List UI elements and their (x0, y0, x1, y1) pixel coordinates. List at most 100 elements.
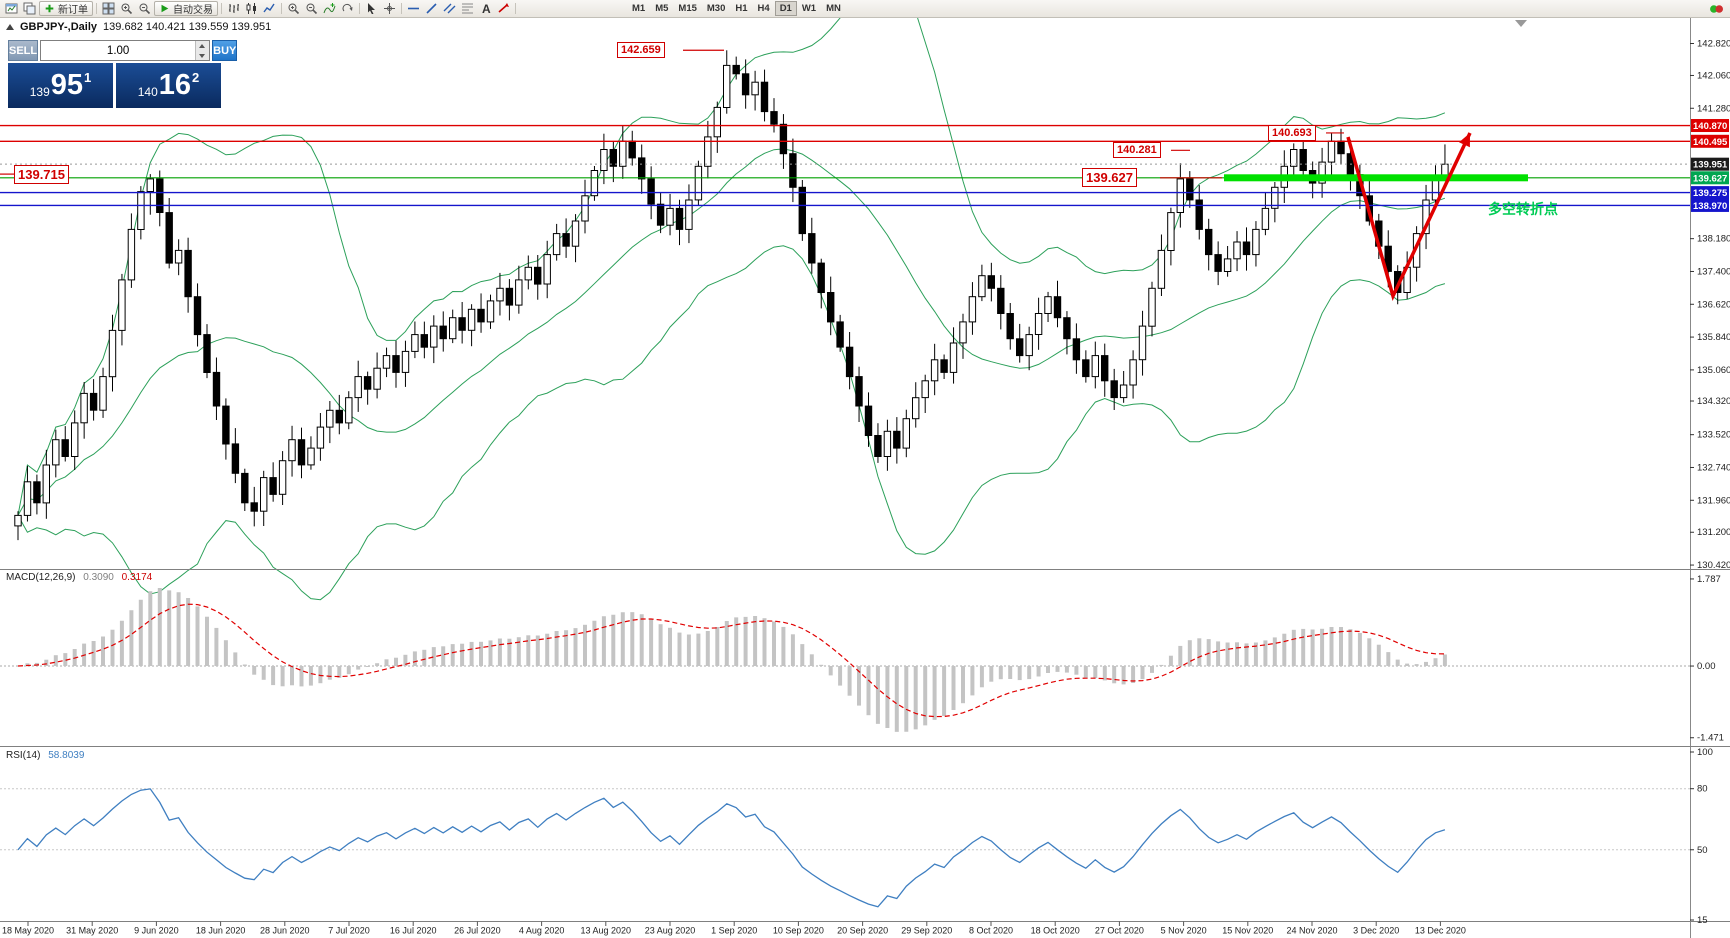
trendline-icon[interactable] (423, 1, 440, 16)
support-line-thick[interactable] (1224, 174, 1528, 182)
candle-chart-icon (246, 3, 256, 14)
lot-decrease-button[interactable] (196, 50, 210, 60)
macd-signal-line (17, 603, 1445, 718)
new-order-button[interactable]: 新订单 (39, 1, 93, 16)
toolbar-separator (221, 3, 222, 14)
price-badge-label: 139.627 (1693, 173, 1727, 184)
price-callout[interactable]: 140.281 (1113, 142, 1161, 159)
price-axis-label: 135.840 (1697, 332, 1730, 343)
price-axis-label: 133.520 (1697, 430, 1730, 441)
v-reversal-arrow[interactable] (1346, 132, 1472, 301)
rsi-line (17, 788, 1446, 908)
price-badge-label: 139.951 (1693, 160, 1728, 171)
buy-price-panel[interactable]: 140 16 2 (116, 63, 221, 108)
timeframe-button-h4[interactable]: H4 (753, 1, 775, 16)
buy-price-pips: 16 (158, 69, 192, 101)
hline-icon[interactable] (405, 1, 422, 16)
macd-histogram (25, 588, 1447, 732)
magnifier-minus-icon[interactable] (303, 1, 320, 16)
price-badge (1691, 157, 1729, 171)
price-badge (1691, 186, 1729, 200)
bar-chart-icon (229, 4, 239, 13)
date-axis-label: 10 Sep 2020 (773, 926, 824, 936)
sell-button[interactable]: SELL (8, 40, 39, 61)
text-icon[interactable]: A (477, 1, 494, 16)
text-icon: A (482, 2, 491, 15)
date-axis-label: 13 Aug 2020 (581, 926, 632, 936)
rsi-value: 58.8039 (48, 750, 85, 761)
price-badge (1691, 171, 1729, 185)
date-axis-label: 31 May 2020 (66, 926, 118, 936)
price-axis-label: 135.060 (1697, 365, 1730, 376)
timeframe-button-m30[interactable]: M30 (702, 1, 730, 16)
price-axis-label: 134.320 (1697, 396, 1730, 407)
price-axis-label: 142.060 (1697, 70, 1730, 81)
price-callout[interactable]: 139.715 (14, 164, 69, 184)
symbol-ohlc: 139.682 140.421 139.559 139.951 (103, 21, 272, 33)
timeframe-button-m15[interactable]: M15 (673, 1, 701, 16)
arrows-icon[interactable] (495, 1, 512, 16)
timeframe-button-w1[interactable]: W1 (797, 1, 821, 16)
buy-price-main: 140 (137, 84, 158, 99)
date-axis-label: 4 Aug 2020 (519, 926, 565, 936)
cursor-icon[interactable] (363, 1, 380, 16)
price-callout[interactable]: 139.627 (1082, 168, 1137, 188)
buy-button[interactable]: BUY (212, 40, 238, 61)
date-axis-label: 24 Nov 2020 (1286, 926, 1337, 936)
toolbar-separator (359, 3, 360, 14)
bollinger-bands (17, 0, 1446, 601)
price-axis-label: 131.960 (1697, 495, 1730, 506)
new-chart-icon (5, 3, 18, 14)
timeframe-button-m5[interactable]: M5 (650, 1, 673, 16)
date-axis-label: 18 Oct 2020 (1031, 926, 1080, 936)
symbol-title: GBPJPY-,Daily 139.682 140.421 139.559 13… (6, 21, 271, 33)
timeframe-button-m1[interactable]: M1 (627, 1, 650, 16)
timeframe-button-d1[interactable]: D1 (774, 1, 797, 16)
line-chart-icon[interactable] (261, 1, 278, 16)
price-badge-label: 138.970 (1693, 201, 1727, 212)
date-axis-label: 13 Dec 2020 (1415, 926, 1466, 936)
cycle-icon[interactable] (339, 1, 356, 16)
bar-chart-icon[interactable] (225, 1, 242, 16)
timeframe-buttons: M1 M5 M15 M30 H1 H4 D1 W1 MN (627, 1, 846, 16)
chart-profiles-icon[interactable] (21, 1, 38, 16)
macd-value-2: 0.3174 (121, 572, 153, 583)
zoom-out-icon (139, 3, 151, 15)
fibonacci-icon[interactable] (459, 1, 476, 16)
timeframe-button-h1[interactable]: H1 (730, 1, 752, 16)
zoom-out-icon[interactable] (136, 1, 153, 16)
lot-increase-button[interactable] (196, 41, 210, 51)
date-axis-label: 16 Jul 2020 (390, 926, 437, 936)
lot-input[interactable] (41, 41, 196, 60)
connection-status-icon (1709, 2, 1723, 16)
annotation-note-cn: 多空转折点 (1488, 201, 1558, 217)
zoom-in-icon[interactable] (118, 1, 135, 16)
crosshair-icon (384, 3, 395, 14)
symbol-name: GBPJPY-,Daily (20, 21, 98, 33)
price-badge (1691, 119, 1729, 133)
date-axis-label: 20 Sep 2020 (837, 926, 888, 936)
magnifier-plus-icon[interactable] (285, 1, 302, 16)
channel-icon[interactable] (441, 1, 458, 16)
sell-price-pips: 95 (50, 69, 84, 101)
tile-windows-icon[interactable] (100, 1, 117, 16)
sell-price-panel[interactable]: 139 95 1 (8, 63, 113, 108)
price-callout[interactable]: 140.693 (1268, 124, 1316, 141)
macd-axis-label: 1.787 (1697, 574, 1721, 585)
date-axis-label: 18 Jun 2020 (196, 926, 246, 936)
magnifier-plus-icon (288, 3, 300, 15)
chart-shift-marker[interactable] (1515, 20, 1527, 27)
date-axis-label: 26 Jul 2020 (454, 926, 501, 936)
date-axis-label: 8 Oct 2020 (969, 926, 1013, 936)
autotrade-button[interactable]: 自动交易 (154, 1, 218, 16)
new-chart-icon[interactable] (3, 1, 20, 16)
date-axis-label: 3 Dec 2020 (1353, 926, 1399, 936)
crosshair-icon[interactable] (381, 1, 398, 16)
indicators-icon[interactable] (321, 1, 338, 16)
date-axis-label: 28 Jun 2020 (260, 926, 310, 936)
timeframe-button-mn[interactable]: MN (821, 1, 846, 16)
date-axis-label: 15 Nov 2020 (1222, 926, 1273, 936)
candle-chart-icon[interactable] (243, 1, 260, 16)
price-callout[interactable]: 142.659 (617, 42, 665, 59)
